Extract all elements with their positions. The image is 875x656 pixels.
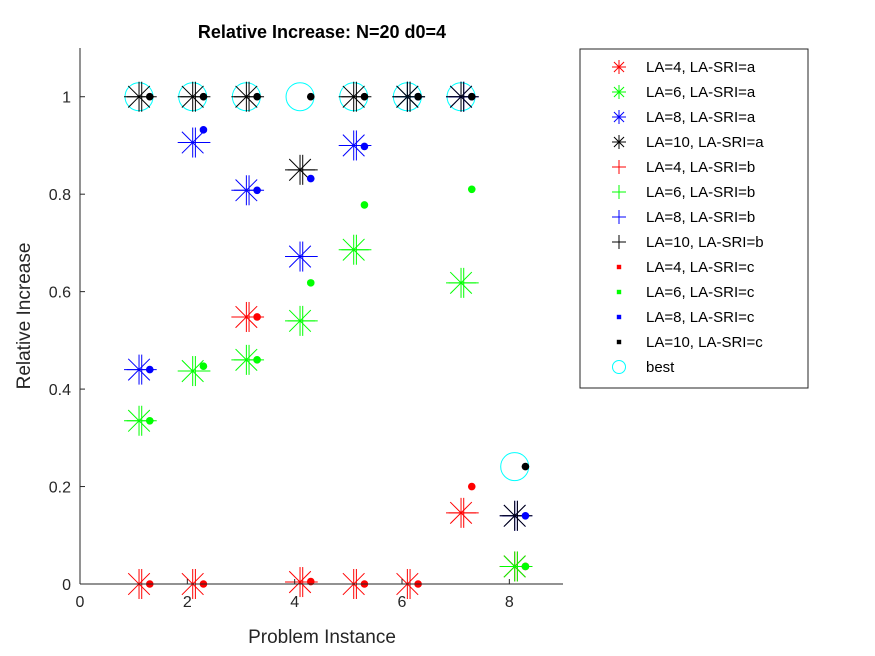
y-tick-label: 0.4 <box>49 382 71 399</box>
data-point <box>146 93 154 101</box>
legend-marker <box>612 85 626 99</box>
x-tick-label: 2 <box>183 594 192 611</box>
legend-label: LA=10, LA-SRI=c <box>646 334 763 351</box>
data-point <box>468 483 476 491</box>
legend-marker <box>617 315 621 319</box>
legend-marker <box>612 135 626 149</box>
y-axis-label: Relative Increase <box>14 243 35 390</box>
legend: LA=4, LA-SRI=a LA=6, LA-SRI=a LA=8, LA-SR… <box>580 49 808 388</box>
legend-label: LA=6, LA-SRI=a <box>646 84 756 101</box>
data-point <box>200 362 208 370</box>
data-point <box>307 279 315 287</box>
legend-label: LA=8, LA-SRI=c <box>646 309 755 326</box>
x-tick-label: 6 <box>398 594 407 611</box>
y-tick-label: 0.2 <box>49 480 71 497</box>
data-point <box>200 126 208 134</box>
data-point <box>307 175 315 183</box>
legend-label: LA=4, LA-SRI=b <box>646 159 755 176</box>
legend-marker <box>617 265 621 269</box>
x-tick-label: 0 <box>76 594 85 611</box>
legend-label: LA=8, LA-SRI=a <box>646 109 756 126</box>
data-point <box>253 93 261 101</box>
x-tick-label: 8 <box>505 594 514 611</box>
y-tick-label: 0 <box>62 577 71 594</box>
y-tick-label: 1 <box>62 90 71 107</box>
legend-marker <box>612 110 626 124</box>
data-point <box>522 463 530 471</box>
legend-marker <box>617 290 621 294</box>
data-point <box>146 366 154 374</box>
chart-title: Relative Increase: N=20 d0=4 <box>198 22 446 42</box>
x-tick-label: 4 <box>290 594 299 611</box>
axes-background <box>80 48 563 584</box>
legend-marker <box>617 340 621 344</box>
data-point <box>468 186 476 194</box>
legend-label: LA=10, LA-SRI=b <box>646 234 764 251</box>
legend-label: LA=10, LA-SRI=a <box>646 134 764 151</box>
data-point <box>361 201 369 209</box>
data-point <box>253 313 261 321</box>
x-axis-label: Problem Instance <box>248 627 396 648</box>
legend-label: best <box>646 359 675 376</box>
legend-label: LA=6, LA-SRI=b <box>646 184 755 201</box>
data-point <box>200 93 208 101</box>
data-point <box>414 93 422 101</box>
legend-label: LA=8, LA-SRI=b <box>646 209 755 226</box>
data-point <box>361 143 369 151</box>
legend-label: LA=6, LA-SRI=c <box>646 284 755 301</box>
legend-marker <box>612 60 626 74</box>
data-point <box>146 417 154 425</box>
legend-label: LA=4, LA-SRI=c <box>646 259 755 276</box>
data-point <box>253 186 261 194</box>
data-point <box>307 93 315 101</box>
y-tick-label: 0.6 <box>49 285 71 302</box>
data-point <box>522 512 530 520</box>
legend-label: LA=4, LA-SRI=a <box>646 59 756 76</box>
y-tick-label: 0.8 <box>49 187 71 204</box>
plot-area: 0 2 4 6 8 0 0.2 0.4 0.6 0.8 1 <box>49 48 563 611</box>
data-point <box>253 356 261 364</box>
data-point <box>522 563 530 571</box>
data-point <box>361 93 369 101</box>
data-point <box>468 93 476 101</box>
chart-figure: Relative Increase: N=20 d0=4 02468 00.20… <box>0 0 875 656</box>
